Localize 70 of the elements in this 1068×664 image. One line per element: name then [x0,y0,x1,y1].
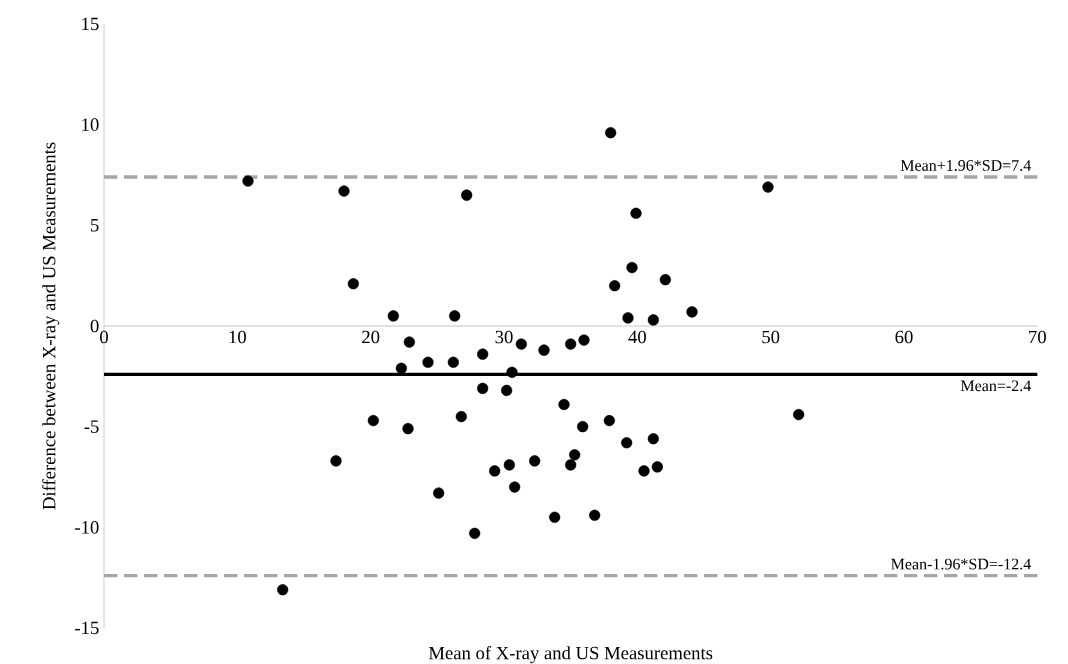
point [605,127,617,139]
point [659,274,671,286]
point [686,306,698,318]
point [489,465,501,477]
point [347,278,359,290]
x-tick-label: 30 [495,330,513,344]
x-tick-label: 70 [1029,330,1046,344]
y-axis-title: Difference between X-ray and US Measurements [42,142,60,510]
y-tick-label: 15 [82,17,99,31]
point [387,310,399,322]
point [515,338,527,350]
point [461,189,473,201]
point [647,433,659,445]
x-tick-label: 40 [628,330,646,344]
point [503,459,515,471]
point [447,356,459,368]
point [565,459,577,471]
point [577,421,589,433]
ref-line-label: Mean+1.96*SD=7.4 [900,160,1031,171]
point [501,384,513,397]
x-tick-label: 20 [362,330,380,344]
point [630,207,642,219]
point [477,382,489,395]
ref-line-label: Mean=-2.4 [960,380,1031,392]
point [433,487,445,499]
point [455,410,467,423]
point [403,336,415,348]
x-tick-label: 10 [229,330,246,344]
y-tick-label: -10 [75,521,99,534]
point [589,509,601,521]
x-tick-label: 60 [895,330,913,344]
point [242,175,254,187]
point [647,314,659,326]
point [449,310,461,322]
point [621,437,633,449]
ref-line-label: Mean-1.96*SD=-12.4 [891,558,1031,570]
y-tick-label: -15 [75,621,99,635]
point [762,181,774,193]
point [609,280,621,292]
point [638,465,650,477]
point [509,481,521,493]
point [330,455,342,467]
point [277,584,289,596]
point [569,449,581,461]
point [367,415,379,427]
point [477,348,489,360]
x-tick-label: 0 [100,330,108,344]
point [338,185,350,197]
point [506,366,518,378]
y-tick-label: 10 [82,118,99,131]
point [422,356,434,368]
point [626,262,638,274]
point [603,415,615,427]
point [578,334,590,346]
x-tick-label: 50 [762,330,780,344]
point [622,312,634,324]
point [549,511,561,523]
y-tick-label: -5 [84,420,99,433]
point [565,338,577,350]
point [395,362,407,374]
point [529,455,541,467]
point [793,408,805,421]
point [651,461,663,473]
y-tick-label: 0 [90,319,99,333]
point [558,398,570,411]
point [538,344,550,356]
x-axis-title: Mean of X-ray and US Measurements [428,646,713,664]
y-tick-label: 5 [91,219,99,232]
point [469,527,481,539]
point [402,423,414,435]
